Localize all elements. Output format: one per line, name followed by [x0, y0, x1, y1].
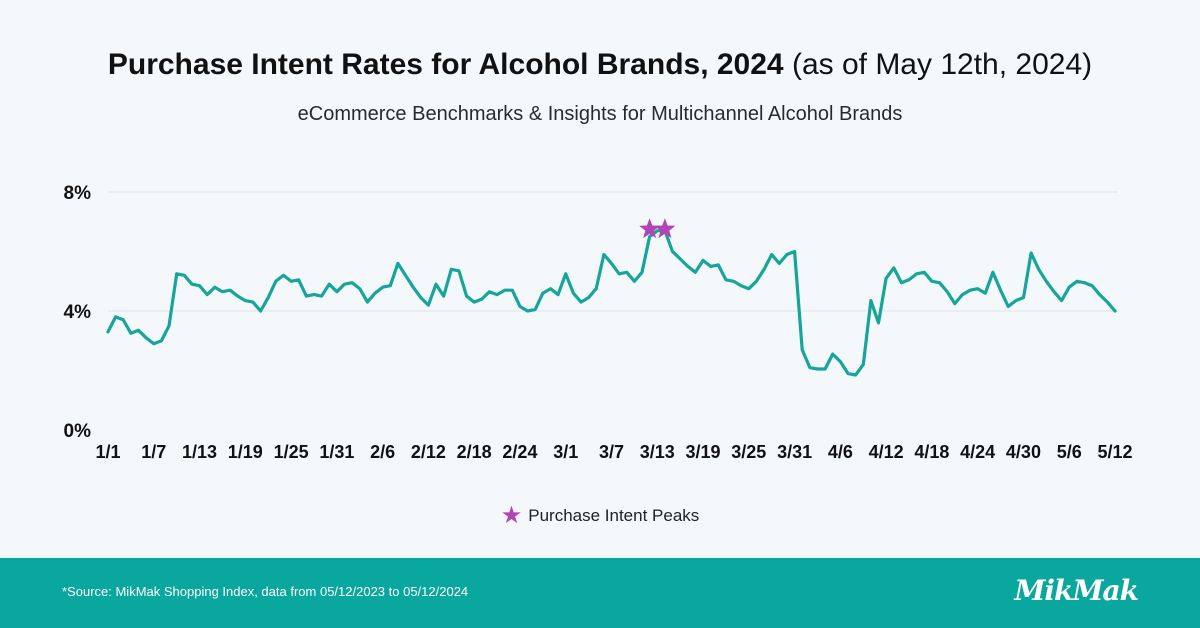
x-tick-label: 4/18	[914, 442, 949, 462]
x-tick-label: 1/1	[95, 442, 120, 462]
x-tick-label: 1/13	[182, 442, 217, 462]
x-tick-label: 1/25	[274, 442, 309, 462]
chart-title-date: (as of May 12th, 2024)	[791, 48, 1093, 81]
y-tick-label: 8%	[64, 183, 92, 204]
x-tick-label: 5/6	[1057, 442, 1082, 462]
y-tick-label: 4%	[64, 302, 92, 323]
x-tick-label: 4/24	[960, 442, 995, 462]
x-tick-label: 3/31	[777, 442, 812, 462]
x-tick-label: 4/6	[828, 442, 853, 462]
x-tick-label: 1/31	[319, 442, 354, 462]
x-tick-label: 2/12	[411, 442, 446, 462]
x-tick-label: 1/19	[228, 442, 263, 462]
source-note: *Source: MikMak Shopping Index, data fro…	[62, 584, 469, 599]
peak-star-marker	[654, 218, 676, 239]
x-tick-label: 2/24	[502, 442, 537, 462]
x-tick-label: 3/25	[731, 442, 766, 462]
x-tick-label: 4/30	[1006, 442, 1041, 462]
x-tick-label: 3/1	[553, 442, 578, 462]
chart-subtitle: eCommerce Benchmarks & Insights for Mult…	[297, 103, 903, 125]
x-tick-label: 3/19	[686, 442, 721, 462]
footer: *Source: MikMak Shopping Index, data fro…	[0, 558, 1200, 628]
peak-star-marker	[639, 218, 661, 239]
x-tick-label: 1/7	[141, 442, 166, 462]
x-tick-label: 5/12	[1097, 442, 1132, 462]
legend-star-icon: ★	[500, 502, 523, 529]
x-tick-label: 3/13	[640, 442, 675, 462]
line-chart: 0% 4% 8% 1/1 1/7 1/13 1/19 1/25 1/31 2/6 2/12 2/18 2…	[64, 183, 1133, 462]
chart-title: Purchase Intent Rates for Alcohol Brands…	[0, 48, 1200, 82]
mikmak-logo: MikMak	[1014, 574, 1139, 607]
x-tick-label: 2/6	[370, 442, 395, 462]
chart-title-main: Purchase Intent Rates for Alcohol Brands…	[107, 48, 784, 81]
x-tick-label: 3/7	[599, 442, 624, 462]
x-tick-label: 2/18	[457, 442, 492, 462]
legend-label: Purchase Intent Peaks	[528, 506, 700, 525]
y-tick-label: 0%	[64, 421, 92, 442]
series-line	[106, 229, 1117, 377]
x-tick-label: 4/12	[869, 442, 904, 462]
legend: ★ Purchase Intent Peaks	[0, 504, 1200, 528]
